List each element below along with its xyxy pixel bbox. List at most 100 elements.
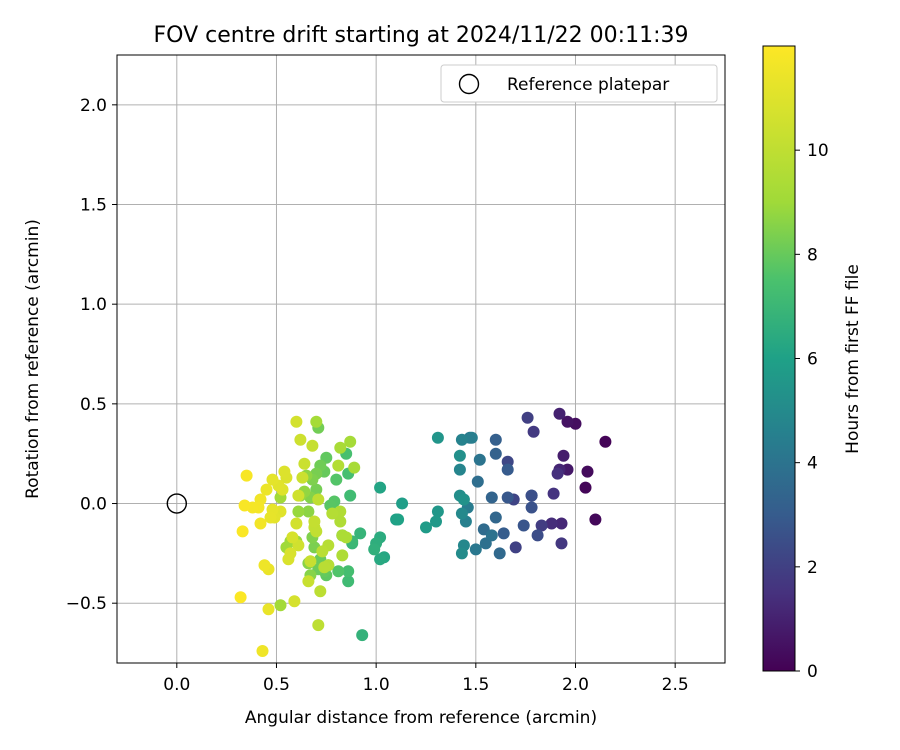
data-point — [497, 527, 510, 540]
plot-area-background — [117, 55, 725, 663]
colorbar-tick-label: 2 — [807, 558, 818, 578]
data-point — [545, 517, 558, 530]
data-point — [312, 493, 325, 506]
data-point — [489, 511, 502, 524]
data-point — [314, 585, 327, 598]
data-point — [501, 491, 514, 504]
data-points — [234, 407, 612, 657]
data-point — [302, 575, 315, 588]
data-point — [485, 491, 498, 504]
colorbar-gradient — [762, 45, 796, 672]
legend: Reference platepar — [440, 64, 718, 103]
data-point — [318, 561, 331, 574]
data-point — [457, 493, 470, 506]
legend-entry-label: Reference platepar — [507, 75, 669, 95]
data-point — [521, 411, 534, 424]
data-point — [525, 501, 538, 514]
data-point — [527, 425, 540, 438]
data-point — [306, 439, 319, 452]
data-point — [258, 559, 271, 572]
data-point — [547, 487, 560, 500]
data-point — [493, 547, 506, 560]
data-point — [298, 457, 311, 470]
data-point — [455, 547, 468, 560]
data-point — [288, 595, 301, 608]
data-point — [392, 513, 405, 526]
data-point — [292, 489, 305, 502]
y-tick-label: 0.5 — [80, 395, 107, 415]
data-point — [420, 521, 432, 534]
data-point — [234, 591, 247, 604]
data-point — [302, 505, 315, 518]
data-point — [430, 515, 442, 528]
x-tick-label: 0.5 — [263, 675, 290, 695]
data-point — [525, 489, 538, 502]
data-point — [431, 431, 444, 444]
data-point — [236, 525, 249, 538]
data-point — [553, 407, 566, 420]
colorbar-tick-label: 6 — [807, 350, 818, 370]
colorbar-tick-label: 0 — [807, 662, 818, 682]
data-point — [330, 473, 343, 486]
data-point — [473, 453, 486, 466]
data-point — [557, 449, 570, 462]
data-point — [332, 459, 345, 472]
data-point — [334, 441, 347, 454]
data-point — [274, 599, 287, 612]
data-point — [290, 415, 303, 428]
data-point — [278, 465, 291, 478]
x-tick-label: 2.0 — [562, 675, 589, 695]
y-tick-label: 2.0 — [80, 96, 107, 116]
reference-platepar-marker — [166, 493, 188, 514]
data-point — [465, 431, 478, 444]
data-point — [294, 433, 307, 446]
data-point — [260, 483, 273, 496]
data-point — [589, 513, 602, 526]
data-point — [254, 517, 267, 530]
legend-reference-marker — [458, 73, 480, 95]
data-point — [282, 553, 295, 566]
data-point — [308, 515, 321, 528]
data-point — [551, 467, 564, 480]
colorbar-tick-label: 8 — [807, 245, 818, 265]
plot-frame — [116, 54, 726, 664]
data-point — [240, 469, 253, 482]
data-point — [368, 543, 381, 556]
x-tick-label: 0.0 — [163, 675, 190, 695]
data-point — [312, 619, 325, 632]
data-point — [264, 511, 277, 524]
data-point — [455, 507, 468, 520]
data-point — [296, 471, 309, 484]
data-point — [396, 497, 409, 510]
x-axis-ticks: 0.0 0.5 1.0 1.5 2.0 2.5 — [163, 663, 689, 695]
data-point — [517, 519, 530, 532]
y-axis-ticks: −0.5 0.0 0.5 1.0 1.5 2.0 — [66, 96, 117, 614]
data-point — [310, 415, 323, 428]
data-point — [431, 505, 444, 518]
colorbar-label: Hours from first FF file — [843, 264, 863, 454]
data-point — [344, 435, 357, 448]
data-point — [334, 515, 347, 528]
data-point — [286, 531, 299, 544]
data-point — [599, 435, 612, 448]
data-point — [304, 555, 317, 568]
x-tick-label: 1.0 — [363, 675, 390, 695]
data-point — [342, 565, 355, 578]
data-point — [374, 481, 387, 494]
data-point — [256, 645, 269, 657]
data-point — [262, 603, 275, 616]
y-tick-label: 1.5 — [80, 196, 107, 216]
data-point — [344, 489, 357, 502]
data-point — [455, 433, 468, 446]
data-point — [290, 517, 303, 530]
colorbar-tick-label: 10 — [807, 141, 829, 161]
data-point — [453, 449, 466, 462]
data-point — [348, 461, 361, 474]
data-point — [292, 505, 305, 518]
y-tick-label: 0.0 — [80, 495, 107, 515]
data-point — [555, 517, 568, 530]
data-point — [509, 541, 522, 554]
colorbar: 0 2 4 6 8 10 Hours from first FF file — [762, 45, 863, 682]
y-tick-label: 1.0 — [80, 295, 107, 315]
